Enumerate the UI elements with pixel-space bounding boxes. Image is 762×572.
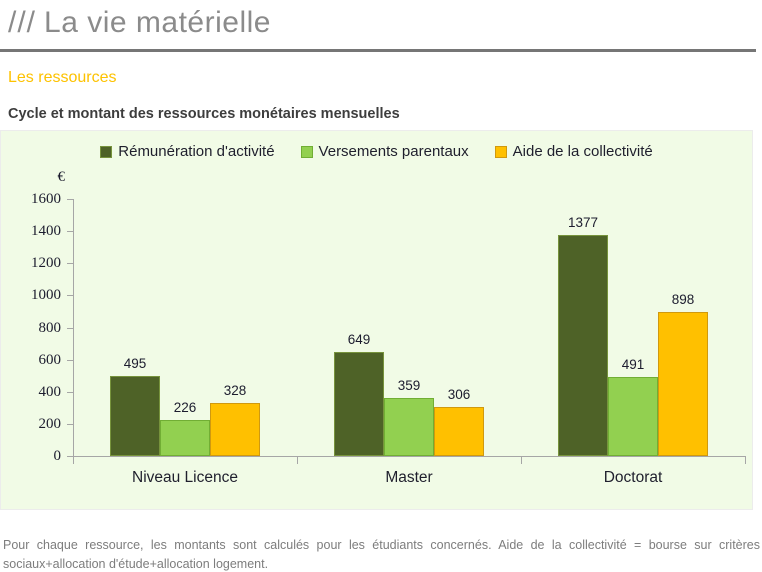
x-axis-category-label: Niveau Licence: [132, 469, 238, 486]
footnote: Pour chaque ressource, les montants sont…: [3, 536, 760, 572]
y-axis-tick: [67, 423, 73, 425]
title-slashes-decoration: ///: [8, 6, 37, 39]
x-axis-category-label: Doctorat: [603, 469, 663, 486]
x-axis-tick: [297, 456, 298, 464]
bar: [384, 398, 434, 456]
legend-item: Aide de la collectivité: [494, 143, 653, 160]
y-axis-unit-label: €: [57, 169, 66, 185]
y-axis-tick-label: 1600: [31, 191, 61, 207]
y-axis-tick-label: 1400: [31, 223, 61, 240]
y-axis-tick: [67, 199, 73, 200]
y-axis-tick-label: 800: [38, 319, 62, 336]
chart-legend: Rémunération d'activité Versements parent…: [1, 143, 752, 160]
bar-value-label: 306: [447, 387, 471, 402]
y-axis-tick: [67, 391, 73, 393]
y-axis-tick: [67, 231, 73, 233]
y-axis-line: [73, 199, 74, 464]
bar-value-label: 491: [621, 357, 645, 372]
legend-item: Versements parentaux: [300, 143, 469, 160]
footnote-line-1: Pour chaque ressource, les montants sont…: [3, 538, 760, 552]
page-title: ///La vie matérielle: [8, 6, 271, 40]
y-axis-tick: [67, 263, 73, 265]
legend-label: Aide de la collectivité: [512, 143, 653, 160]
legend-label: Rémunération d'activité: [118, 143, 275, 160]
bar: [160, 420, 210, 456]
x-axis-tick: [745, 456, 746, 464]
bar: [210, 403, 260, 456]
bar: [334, 352, 384, 456]
page-title-text: La vie matérielle: [44, 6, 271, 39]
section-heading-les-ressources: Les ressources: [8, 69, 117, 86]
y-axis-tick: [67, 359, 73, 361]
bar-value-label: 328: [223, 383, 247, 398]
legend-swatch-icon: [494, 145, 507, 158]
bar: [434, 407, 484, 456]
legend-item: Rémunération d'activité: [100, 143, 275, 160]
bar: [658, 312, 708, 456]
bar-value-label: 898: [671, 292, 695, 307]
x-axis-tick: [521, 456, 522, 464]
bar-value-label: 649: [347, 332, 371, 347]
y-axis-tick: [67, 295, 73, 297]
legend-swatch-icon: [100, 145, 113, 158]
legend-label: Versements parentaux: [318, 143, 469, 160]
y-axis-tick-label: 1000: [31, 287, 61, 304]
bar: [608, 377, 658, 456]
chart-title: Cycle et montant des ressources monétair…: [8, 106, 400, 122]
y-axis-tick: [67, 327, 73, 329]
y-axis-tick-label: 200: [38, 415, 62, 432]
bar: [110, 376, 160, 456]
legend-swatch-icon: [300, 145, 313, 158]
y-axis-tick-label: 0: [53, 448, 62, 464]
footnote-line-2: sociaux+allocation d'étude+allocation lo…: [3, 557, 269, 571]
bar-value-label: 1377: [567, 215, 599, 230]
y-axis-tick-label: 400: [38, 383, 62, 400]
header-rule: [0, 49, 756, 52]
y-axis-tick-label: 600: [38, 351, 62, 368]
resources-bar-chart: Rémunération d'activité Versements parent…: [0, 130, 753, 510]
bar-value-label: 495: [123, 356, 147, 371]
x-axis-line: [73, 456, 746, 457]
bar-value-label: 359: [397, 378, 421, 393]
y-axis-tick: [67, 456, 73, 457]
bar-value-label: 226: [173, 400, 197, 415]
bar: [558, 235, 608, 456]
x-axis-category-label: Master: [385, 469, 433, 486]
y-axis-tick-label: 1200: [31, 255, 61, 272]
